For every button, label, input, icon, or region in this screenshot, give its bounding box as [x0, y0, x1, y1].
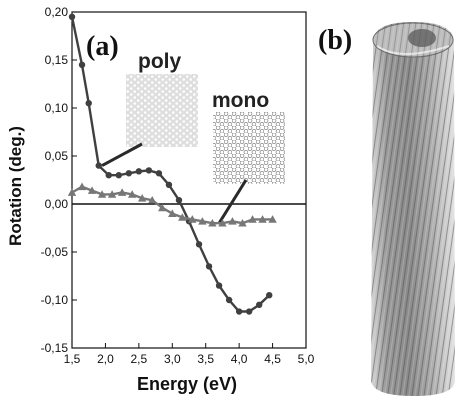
y-tick-label: -0,05: [41, 245, 69, 259]
data-point-mono: [67, 188, 77, 196]
data-point-poly: [105, 172, 112, 179]
data-point-mono: [148, 195, 157, 204]
data-point-poly: [78, 61, 86, 68]
series-layer: [67, 13, 277, 315]
x-tick-label: 4,5: [264, 352, 281, 366]
x-tick-label: 2,5: [131, 352, 148, 366]
data-point-poly: [215, 282, 223, 289]
y-tick-label: 0,15: [45, 53, 69, 67]
y-axis-label: Rotation (deg.): [6, 126, 25, 246]
inset-mono-image: [213, 112, 285, 184]
x-tick-label: 3,5: [197, 352, 214, 366]
x-tick-label: 4,0: [231, 352, 248, 366]
data-point-poly: [205, 263, 213, 270]
data-point-poly: [125, 170, 133, 177]
nanotube-image: [371, 22, 455, 396]
data-point-poly: [85, 100, 92, 107]
data-point-poly: [68, 13, 76, 20]
inset-mono-label: mono: [212, 89, 269, 112]
data-point-poly: [115, 172, 123, 179]
data-point-poly: [225, 296, 233, 304]
panel-label-a: (a): [86, 31, 119, 62]
data-point-mono: [268, 215, 277, 223]
y-tick-label: -0,10: [41, 293, 69, 307]
data-point-poly: [256, 301, 263, 308]
x-tick-label: 2,0: [97, 352, 114, 366]
y-tick-label: 0,10: [45, 101, 69, 115]
data-point-poly: [135, 168, 143, 175]
data-point-mono: [168, 209, 177, 217]
data-point-mono: [158, 203, 167, 212]
y-tick-label: -0,15: [41, 341, 69, 355]
x-axis-label: Energy (eV): [137, 374, 237, 394]
data-point-poly: [266, 292, 273, 299]
data-point-poly: [95, 162, 102, 169]
y-tick-label: 0,00: [45, 197, 69, 211]
data-point-mono: [228, 217, 237, 225]
data-point-poly: [155, 170, 163, 177]
data-point-poly: [175, 196, 183, 204]
data-point-mono: [87, 186, 97, 194]
data-point-mono: [117, 188, 127, 196]
inset-poly-label: poly: [138, 50, 181, 73]
inset-poly-image: [126, 74, 198, 147]
x-tick-label: 1,5: [64, 352, 81, 366]
data-point-mono: [188, 215, 197, 223]
inset-poly-pointer: [101, 142, 143, 167]
plot-frame: [71, 11, 307, 349]
data-point-mono: [138, 194, 147, 202]
data-point-mono: [248, 215, 257, 223]
data-point-mono: [238, 219, 247, 227]
y-tick-label: 0,05: [45, 149, 69, 163]
data-point-mono: [178, 213, 187, 221]
data-point-mono: [218, 219, 227, 227]
data-point-poly: [145, 167, 153, 174]
data-point-poly: [195, 241, 203, 248]
data-point-poly: [165, 181, 173, 188]
data-point-mono: [198, 217, 207, 225]
axis-ticks: 1,5 2,0 2,5 3,0 3,5 4,0 4,5 5,0 0,20 0,15 0,10 0,05…: [41, 5, 315, 366]
data-point-poly: [245, 308, 253, 315]
panel-label-b: (b): [318, 25, 352, 56]
x-tick-label: 3,0: [164, 352, 181, 366]
data-point-poly: [235, 308, 243, 315]
y-tick-label: 0,20: [45, 5, 69, 19]
inset-mono-pointer: [217, 179, 248, 224]
data-point-mono: [107, 190, 117, 198]
x-tick-label: 5,0: [298, 352, 315, 366]
data-point-mono: [127, 190, 137, 198]
data-point-mono: [97, 190, 107, 198]
data-point-mono: [208, 219, 217, 227]
data-point-mono: [77, 182, 87, 191]
data-point-mono: [258, 215, 267, 223]
